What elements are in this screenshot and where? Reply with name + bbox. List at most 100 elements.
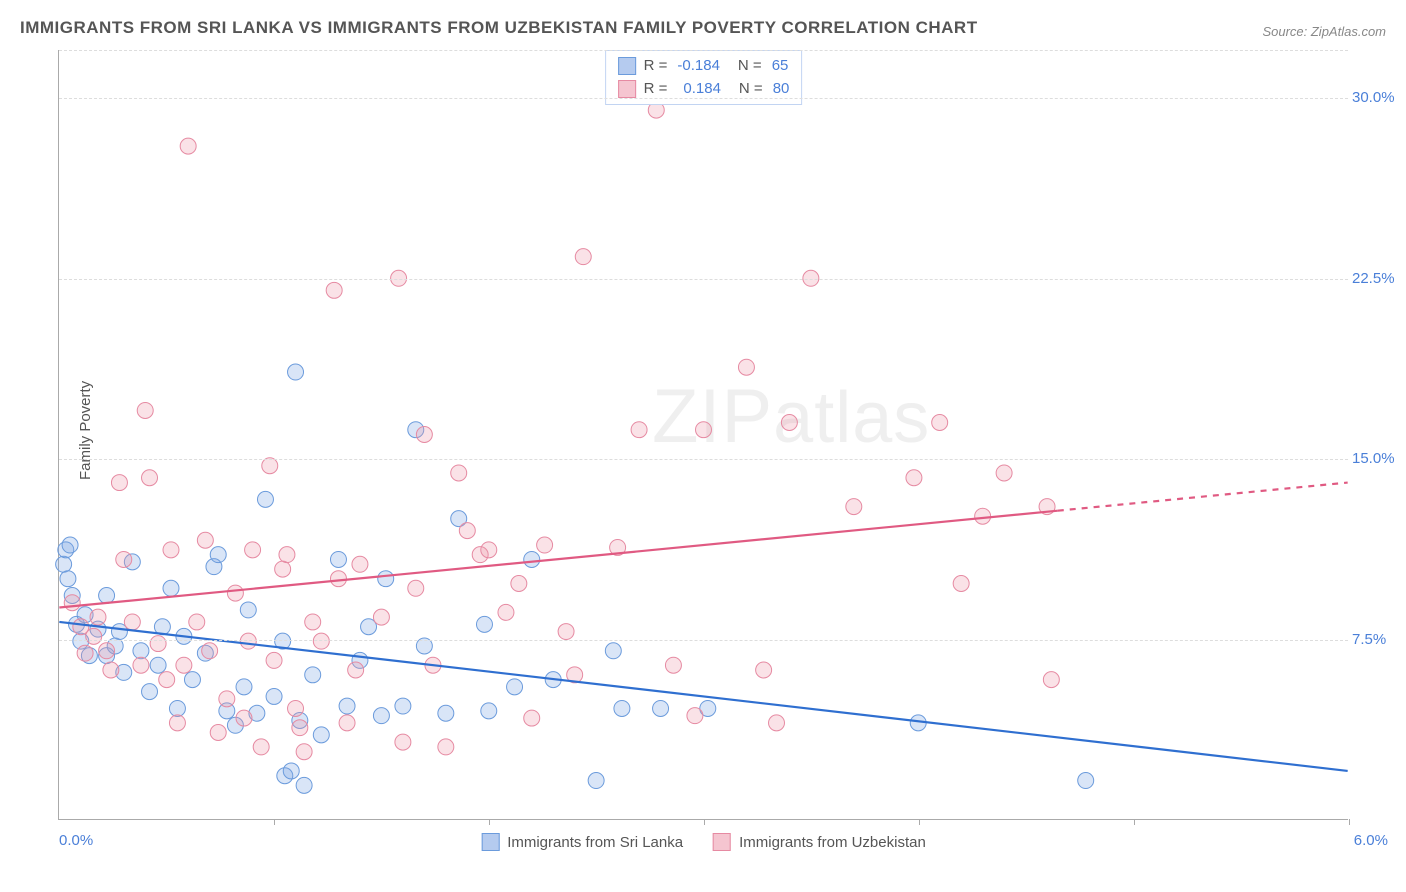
scatter-point [137, 402, 153, 418]
scatter-point [163, 580, 179, 596]
scatter-point [219, 691, 235, 707]
scatter-point [159, 672, 175, 688]
scatter-point [906, 470, 922, 486]
scatter-point [60, 571, 76, 587]
scatter-point [296, 744, 312, 760]
source-attribution: Source: ZipAtlas.com [1262, 24, 1386, 39]
scatter-point [266, 652, 282, 668]
scatter-point [738, 359, 754, 375]
scatter-point [665, 657, 681, 673]
scatter-point [1078, 773, 1094, 789]
scatter-point [373, 609, 389, 625]
scatter-point [481, 703, 497, 719]
scatter-point [438, 705, 454, 721]
gridline [59, 50, 1348, 51]
chart-title: IMMIGRANTS FROM SRI LANKA VS IMMIGRANTS … [20, 18, 978, 38]
scatter-point [62, 537, 78, 553]
scatter-point [266, 688, 282, 704]
scatter-point [451, 465, 467, 481]
scatter-point [558, 624, 574, 640]
scatter-point [169, 700, 185, 716]
scatter-point [348, 662, 364, 678]
scatter-point [133, 657, 149, 673]
y-tick-label: 30.0% [1352, 89, 1406, 106]
legend-n-value-1: 65 [772, 55, 789, 78]
scatter-point [476, 616, 492, 632]
scatter-point [257, 491, 273, 507]
scatter-point [330, 571, 346, 587]
trend-line [59, 511, 1057, 608]
scatter-point [150, 657, 166, 673]
x-tick [919, 819, 920, 825]
gridline [59, 459, 1348, 460]
scatter-point [395, 734, 411, 750]
scatter-point [142, 684, 158, 700]
x-tick [489, 819, 490, 825]
scatter-point [339, 715, 355, 731]
legend-n-label-2: N = [739, 78, 763, 101]
scatter-point [150, 636, 166, 652]
scatter-point [288, 364, 304, 380]
swatch-bottom-1 [481, 833, 499, 851]
scatter-point [64, 595, 80, 611]
scatter-point [352, 556, 368, 572]
scatter-point [953, 576, 969, 592]
legend-r-label-2: R = [644, 78, 668, 101]
scatter-point [696, 422, 712, 438]
scatter-point [781, 414, 797, 430]
scatter-point [524, 710, 540, 726]
scatter-point [245, 542, 261, 558]
scatter-point [614, 700, 630, 716]
y-tick-label: 15.0% [1352, 450, 1406, 467]
scatter-point [408, 580, 424, 596]
scatter-point [283, 763, 299, 779]
trend-line [59, 622, 1347, 771]
swatch-series-2 [618, 80, 636, 98]
scatter-point [373, 708, 389, 724]
scatter-point [588, 773, 604, 789]
scatter-point [313, 727, 329, 743]
scatter-point [227, 585, 243, 601]
scatter-point [653, 700, 669, 716]
chart-plot-area: Family Poverty ZIPatlas R = -0.184 N = 6… [58, 50, 1348, 820]
scatter-point [305, 614, 321, 630]
scatter-point [756, 662, 772, 678]
legend-r-value-1: -0.184 [677, 55, 720, 78]
scatter-point [210, 724, 226, 740]
swatch-series-1 [618, 57, 636, 75]
scatter-point [202, 643, 218, 659]
legend-r-label-1: R = [644, 55, 668, 78]
swatch-bottom-2 [713, 833, 731, 851]
legend-row-series-2: R = 0.184 N = 80 [618, 78, 790, 101]
gridline [59, 98, 1348, 99]
scatter-point [932, 414, 948, 430]
scatter-point [288, 700, 304, 716]
scatter-point [99, 643, 115, 659]
scatter-point [975, 508, 991, 524]
scatter-point [279, 547, 295, 563]
scatter-point [124, 614, 140, 630]
gridline [59, 279, 1348, 280]
scatter-point [210, 547, 226, 563]
scatter-point [176, 657, 192, 673]
x-axis-max-label: 6.0% [1354, 832, 1388, 849]
x-tick [1134, 819, 1135, 825]
scatter-point [240, 602, 256, 618]
scatter-point [305, 667, 321, 683]
series-legend-label-2: Immigrants from Uzbekistan [739, 834, 926, 851]
scatter-point [56, 556, 72, 572]
gridline [59, 640, 1348, 641]
scatter-point [169, 715, 185, 731]
scatter-point [99, 588, 115, 604]
legend-r-value-2: 0.184 [683, 78, 721, 101]
scatter-point [996, 465, 1012, 481]
scatter-point [378, 571, 394, 587]
scatter-point [184, 672, 200, 688]
series-legend: Immigrants from Sri Lanka Immigrants fro… [481, 833, 926, 851]
scatter-point [524, 551, 540, 567]
scatter-point [275, 561, 291, 577]
scatter-point [180, 138, 196, 154]
x-axis-min-label: 0.0% [59, 832, 93, 849]
scatter-point [133, 643, 149, 659]
scatter-point [236, 710, 252, 726]
